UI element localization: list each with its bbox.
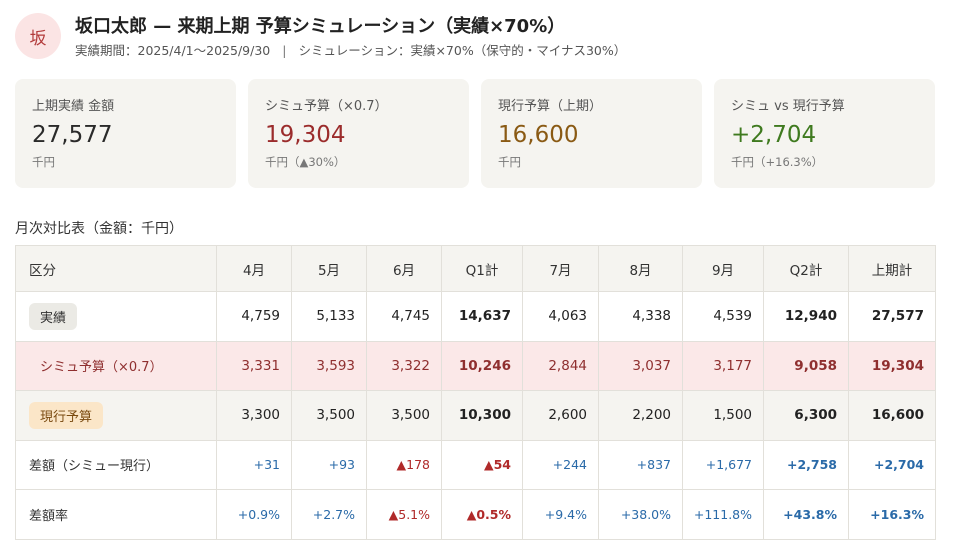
column-header: Q2計: [763, 245, 849, 292]
row-label-cell: 実績: [15, 291, 217, 342]
page-subtitle: 実績期間：2025/4/1〜2025/9/30 | シミュレーション：実績×70%（…: [75, 40, 626, 59]
table-cell: 9,058: [763, 340, 849, 391]
card-label: 上期実績 金額: [32, 99, 115, 114]
table-cell: 4,759: [216, 291, 292, 342]
table-row-diff: 差額（シミュー現行） +31 +93 ▲178 ▲54 +244 +837 +1…: [15, 439, 936, 490]
table-cell: 3,500: [291, 390, 367, 441]
table-cell: +837: [598, 439, 683, 490]
table-cell: 14,637: [441, 291, 523, 342]
table-cell: 4,745: [366, 291, 442, 342]
table-cell: 10,246: [441, 340, 523, 391]
table-cell: 1,500: [682, 390, 764, 441]
column-header: 上期計: [848, 245, 936, 292]
card-value: +2,704: [731, 122, 817, 148]
table-cell: 12,940: [763, 291, 849, 342]
card-label: 現行予算（上期）: [498, 99, 603, 114]
monthly-comparison-table: 区分 4月 5月 6月 Q1計 7月 8月 9月 Q2計 上期計 実績 4,75…: [15, 245, 936, 540]
card-unit: 千円: [32, 155, 55, 169]
table-cell: +31: [216, 439, 292, 490]
table-cell: 5,133: [291, 291, 367, 342]
card-value: 16,600: [498, 122, 579, 148]
table-row-actual: 実績 4,759 5,133 4,745 14,637 4,063 4,338 …: [15, 291, 936, 342]
table-header-row: 区分 4月 5月 6月 Q1計 7月 8月 9月 Q2計 上期計: [15, 245, 936, 292]
table-cell: 16,600: [848, 390, 936, 441]
separator: |: [282, 43, 287, 58]
row-label-cell: シミュ予算（×0.7）: [15, 340, 217, 391]
card-current: 現行予算（上期） 16,600 千円: [481, 79, 702, 188]
table-cell: 19,304: [848, 340, 936, 391]
table-cell: +16.3%: [848, 489, 936, 540]
card-unit: 千円（+16.3%）: [731, 155, 824, 169]
table-cell: 27,577: [848, 291, 936, 342]
summary-cards: 上期実績 金額 27,577 千円 シミュ予算（×0.7） 19,304 千円（…: [15, 79, 935, 188]
table-cell: ▲5.1%: [366, 489, 442, 540]
card-actual: 上期実績 金額 27,577 千円: [15, 79, 236, 188]
table-cell: +0.9%: [216, 489, 292, 540]
table-cell: +2,758: [763, 439, 849, 490]
table-cell: +2.7%: [291, 489, 367, 540]
table-cell: +111.8%: [682, 489, 764, 540]
column-header: 9月: [682, 245, 764, 292]
table-cell: 2,844: [522, 340, 599, 391]
column-header: 区分: [15, 245, 217, 292]
table-cell: 3,300: [216, 390, 292, 441]
row-label-diff: 差額（シミュー現行）: [15, 439, 217, 490]
period-text: 実績期間：2025/4/1〜2025/9/30: [75, 43, 271, 58]
row-label-rate: 差額率: [15, 489, 217, 540]
table-cell: 3,037: [598, 340, 683, 391]
table-cell: +244: [522, 439, 599, 490]
avatar: 坂: [15, 13, 61, 59]
row-label-current: 現行予算: [29, 401, 104, 429]
column-header: 4月: [216, 245, 292, 292]
table-cell: 2,200: [598, 390, 683, 441]
card-value: 19,304: [265, 122, 346, 148]
table-cell: 2,600: [522, 390, 599, 441]
table-cell: 10,300: [441, 390, 523, 441]
table-cell: 4,338: [598, 291, 683, 342]
table-title: 月次対比表（金額：千円）: [15, 221, 183, 237]
table-cell: +2,704: [848, 439, 936, 490]
table-row-sim: シミュ予算（×0.7） 3,331 3,593 3,322 10,246 2,8…: [15, 340, 936, 391]
column-header: Q1計: [441, 245, 523, 292]
table-row-rate: 差額率 +0.9% +2.7% ▲5.1% ▲0.5% +9.4% +38.0%…: [15, 489, 936, 540]
table-cell: +93: [291, 439, 367, 490]
row-label-sim: シミュ予算（×0.7）: [40, 360, 163, 376]
column-header: 8月: [598, 245, 683, 292]
card-unit: 千円（▲30%）: [265, 155, 346, 169]
card-label: シミュ予算（×0.7）: [265, 99, 388, 114]
table-cell: 3,177: [682, 340, 764, 391]
table-cell: 3,331: [216, 340, 292, 391]
card-value: 27,577: [32, 122, 113, 148]
row-label-actual: 実績: [29, 302, 78, 330]
table-cell: ▲178: [366, 439, 442, 490]
table-cell: +38.0%: [598, 489, 683, 540]
page-header: 坂 坂口太郎 — 来期上期 予算シミュレーション（実績×70%） 実績期間：20…: [15, 10, 945, 62]
table-cell: +9.4%: [522, 489, 599, 540]
table-cell: 4,063: [522, 291, 599, 342]
page-title: 坂口太郎 — 来期上期 予算シミュレーション（実績×70%）: [75, 16, 566, 37]
table-cell: ▲0.5%: [441, 489, 523, 540]
column-header: 7月: [522, 245, 599, 292]
card-sim: シミュ予算（×0.7） 19,304 千円（▲30%）: [248, 79, 469, 188]
column-header: 6月: [366, 245, 442, 292]
table-cell: 3,322: [366, 340, 442, 391]
table-row-current: 現行予算 3,300 3,500 3,500 10,300 2,600 2,20…: [15, 390, 936, 441]
row-label-cell: 現行予算: [15, 390, 217, 441]
table-cell: 6,300: [763, 390, 849, 441]
card-unit: 千円: [498, 155, 521, 169]
card-label: シミュ vs 現行予算: [731, 99, 845, 114]
table-cell: 4,539: [682, 291, 764, 342]
table-cell: +1,677: [682, 439, 764, 490]
table-cell: +43.8%: [763, 489, 849, 540]
card-diff: シミュ vs 現行予算 +2,704 千円（+16.3%）: [714, 79, 935, 188]
table-cell: 3,500: [366, 390, 442, 441]
simulation-text: シミュレーション：実績×70%（保守的・マイナス30%）: [298, 43, 627, 58]
table-cell: 3,593: [291, 340, 367, 391]
table-cell: ▲54: [441, 439, 523, 490]
column-header: 5月: [291, 245, 367, 292]
